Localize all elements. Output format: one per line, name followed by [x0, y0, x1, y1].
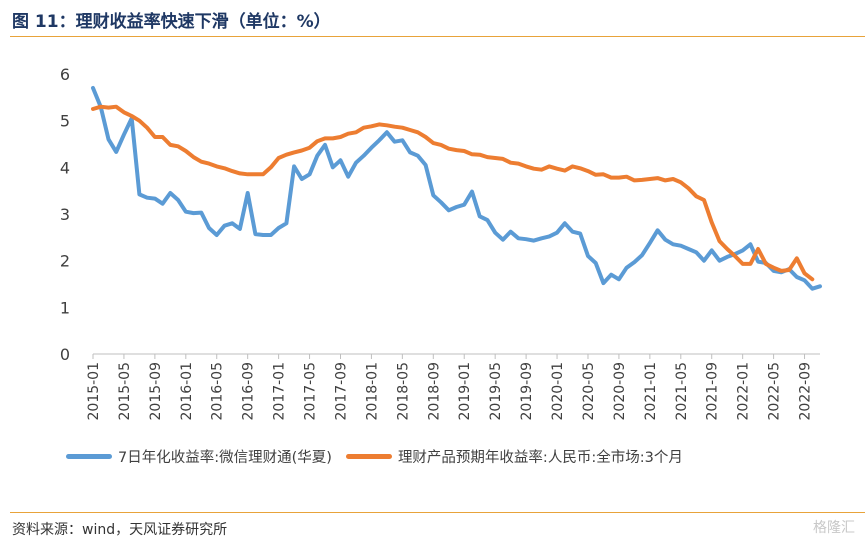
series-lines	[91, 86, 822, 291]
bottom-divider	[10, 512, 865, 513]
x-tick-label: 2022-01	[736, 362, 752, 421]
y-tick-label: 1	[60, 298, 70, 317]
x-tick-label: 2022-05	[767, 362, 783, 421]
top-divider	[10, 36, 865, 37]
x-tick-label: 2015-05	[117, 362, 133, 421]
y-tick-label: 3	[60, 205, 70, 224]
x-tick-label: 2019-05	[488, 362, 504, 421]
x-tick-label: 2016-01	[179, 362, 195, 421]
x-tick-label: 2019-09	[519, 362, 535, 421]
y-tick-label: 0	[60, 345, 70, 364]
x-tick-label: 2020-09	[612, 362, 628, 421]
legend-item-blue: 7日年化收益率:微信理财通(华夏)	[66, 446, 332, 467]
x-tick-label: 2021-09	[705, 362, 721, 421]
x-tick-label: 2020-01	[550, 362, 566, 421]
source-note: 资料来源：wind，天风证券研究所	[12, 522, 228, 538]
x-tick-label: 2021-05	[674, 362, 690, 421]
series-line-wechat-7day-yield	[91, 86, 822, 291]
x-tick-label: 2018-05	[395, 362, 411, 421]
y-tick-labels: 0 1 2 3 4 5 6	[60, 65, 70, 364]
x-tick-label: 2020-05	[581, 362, 597, 421]
x-tick-labels: 2015-01 2015-05 2015-09 2016-01 2016-05 2016-…	[86, 354, 814, 421]
y-tick-label: 6	[60, 65, 70, 84]
x-tick-label: 2015-09	[148, 362, 164, 421]
x-tick-label: 2017-09	[333, 362, 349, 421]
x-tick-label: 2016-09	[241, 362, 257, 421]
x-tick-label: 2019-01	[457, 362, 473, 421]
legend-item-orange: 理财产品预期年收益率:人民币:全市场:3个月	[345, 446, 683, 467]
legend-label-blue: 7日年化收益率:微信理财通(华夏)	[118, 450, 332, 466]
legend: 7日年化收益率:微信理财通(华夏) 理财产品预期年收益率:人民币:全市场:3个月	[66, 446, 683, 467]
y-tick-label: 2	[60, 252, 70, 271]
line-chart: 0 1 2 3 4 5 6 2015-01 2015-05 2015-09 2016-01 2016…	[60, 65, 822, 421]
x-tick-label: 2016-05	[210, 362, 226, 421]
legend-swatch-blue	[66, 454, 112, 459]
y-tick-label: 4	[60, 158, 70, 177]
x-tick-label: 2018-01	[364, 362, 380, 421]
x-tick-label: 2018-09	[426, 362, 442, 421]
x-tick-label: 2017-05	[303, 362, 319, 421]
x-tick-label: 2017-01	[272, 362, 288, 421]
x-tick-label: 2022-09	[798, 362, 814, 421]
x-tick-label: 2015-01	[86, 362, 102, 421]
y-tick-label: 5	[60, 112, 70, 131]
series-line-3month-wmp-yield	[91, 104, 815, 282]
chart-title: 图 11：理财收益率快速下滑（单位：%）	[12, 12, 331, 32]
watermark-logo: 格隆汇	[813, 520, 855, 536]
x-tick-label: 2021-01	[643, 362, 659, 421]
legend-label-orange: 理财产品预期年收益率:人民币:全市场:3个月	[397, 450, 683, 466]
legend-swatch-orange	[345, 454, 392, 459]
